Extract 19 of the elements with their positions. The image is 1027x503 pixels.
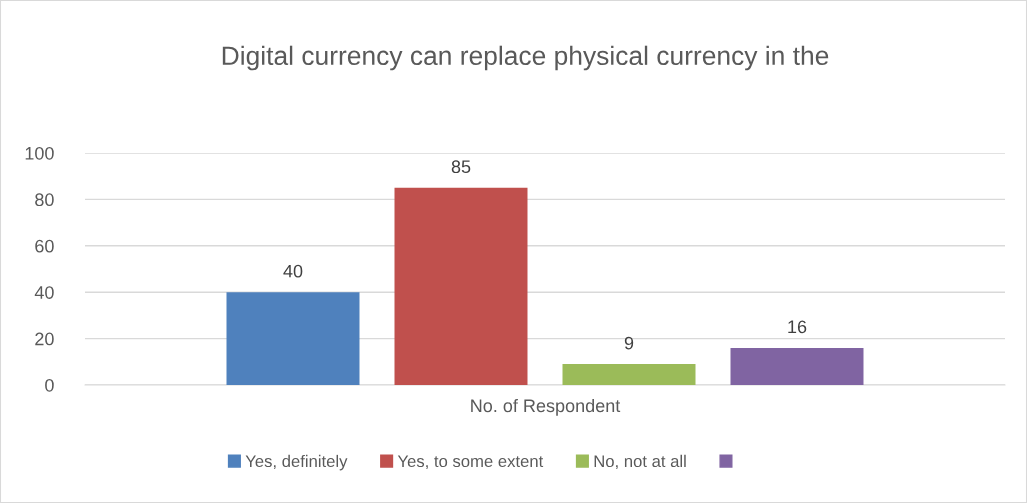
chart-title: Digital currency can replace physical currency in the	[222, 45, 829, 71]
data-label: 16	[788, 320, 807, 334]
legend-label: Yes, definitely	[245, 454, 348, 471]
y-tick-label: 100	[25, 146, 54, 160]
y-tick-label: 20	[35, 332, 54, 346]
bar	[394, 187, 528, 385]
data-label: 40	[283, 264, 303, 278]
data-label: 85	[451, 160, 471, 174]
legend-label: No, not at all	[594, 454, 686, 470]
bar	[226, 292, 360, 385]
bar	[730, 347, 864, 385]
y-tick-label: 80	[35, 193, 54, 207]
x-tick-label: No. of Respondent	[471, 398, 621, 416]
data-label: 9	[624, 336, 634, 350]
legend-label: Yes, to some extent	[397, 455, 544, 470]
y-tick-label: 40	[34, 286, 54, 299]
bar	[562, 364, 696, 385]
y-tick-label: 60	[35, 239, 54, 253]
y-tick-label: 0	[45, 378, 54, 392]
